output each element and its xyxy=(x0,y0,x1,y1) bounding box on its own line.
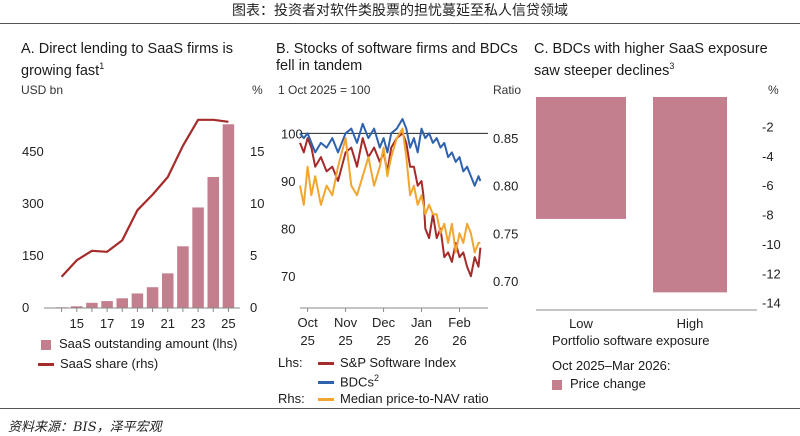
panel-b-chart: 70 80 90 100 0.70 0.75 0.80 0.85 Oct 25 Nov 25 Dec 25… xyxy=(281,118,518,348)
panel-b-legend-nav: Rhs: Median price-to-NAV ratio xyxy=(278,391,489,406)
panel-a-x-tick-label: 25 xyxy=(221,316,235,331)
panel-b-x-tick-year: 25 xyxy=(376,333,390,348)
panel-b-left-tick: 80 xyxy=(281,222,295,237)
panel-c-title: C. BDCs with higher SaaS exposure saw st… xyxy=(534,41,768,79)
panel-b-right-tick: 0.80 xyxy=(493,179,518,194)
panel-b-x-tick-year: 25 xyxy=(300,333,314,348)
panel-c-xlabel: Portfolio software exposure xyxy=(552,333,710,348)
panel-b-bdc-line xyxy=(299,118,482,187)
legend-swatch-bars xyxy=(41,339,51,350)
panel-b-legend-bdc: BDCs2 xyxy=(278,373,379,389)
panel-b-x-tick-month: Nov xyxy=(334,315,358,330)
panel-a-right-unit: % xyxy=(252,83,263,97)
panel-a-x-tick-label: 21 xyxy=(161,316,175,331)
panel-c-y-tick: -2 xyxy=(762,119,774,134)
panel-b-x-tick-year: 26 xyxy=(414,333,428,348)
top-rule xyxy=(0,23,800,24)
panel-c-y-tick: -8 xyxy=(762,208,774,223)
panel-a-bar xyxy=(207,176,220,308)
legend-swatch-bdc xyxy=(318,381,334,385)
legend-swatch-line xyxy=(38,363,54,367)
panel-a-legend-bars: SaaS outstanding amount (lhs) xyxy=(41,336,238,351)
panel-b-right-tick: 0.85 xyxy=(493,131,518,146)
figure-title: 图表：投资者对软件类股票的担忧蔓延至私人信贷领域 xyxy=(232,3,568,19)
bottom-rule xyxy=(0,408,800,409)
source-note: 资料来源：BIS，泽平宏观 xyxy=(8,420,162,435)
panel-c-legend-period: Oct 2025–Mar 2026: xyxy=(552,358,671,373)
panel-c-legend-item: Price change xyxy=(552,376,646,391)
panel-c-bar xyxy=(536,97,626,219)
legend-swatch-sp xyxy=(318,362,334,366)
panel-b-left-tick: 100 xyxy=(281,126,303,141)
panel-b-right-unit: Ratio xyxy=(493,83,522,97)
panel-c-chart: -2 -4 -6 -8 -10 -12 -14 Low High xyxy=(536,97,781,331)
panel-b-right-tick: 0.75 xyxy=(493,226,518,241)
panel-a-right-tick: 15 xyxy=(250,144,264,159)
panel-a-bar xyxy=(131,293,144,308)
panel-a-right-tick: 5 xyxy=(250,248,257,263)
panel-c-x-tick-label: Low xyxy=(569,316,593,331)
legend-swatch-price xyxy=(552,379,562,390)
panel-a-chart: 0 150 300 450 0 5 10 15 15 17 19 21 23 25 xyxy=(22,100,264,331)
panel-a-bar xyxy=(177,246,189,308)
panel-b-right-tick: 0.70 xyxy=(493,274,518,289)
panel-b-legend-sp: Lhs: S&P Software Index xyxy=(278,355,457,370)
panel-b-x-tick-month: Jan xyxy=(411,315,432,330)
panel-a-x-tick-label: 17 xyxy=(100,316,114,331)
panel-a-x-tick-label: 15 xyxy=(70,316,84,331)
legend-swatch-nav xyxy=(318,398,334,402)
panel-a-share-line xyxy=(60,118,229,278)
panel-b-x-tick-year: 25 xyxy=(338,333,352,348)
panel-a-left-tick: 0 xyxy=(22,300,29,315)
panel-b-x-tick-month: Oct xyxy=(297,315,318,330)
panel-a-x-tick-label: 19 xyxy=(130,316,144,331)
panel-c-y-tick: -14 xyxy=(762,296,781,311)
panel-b-x-tick-month: Feb xyxy=(448,315,470,330)
panel-a-left-tick: 150 xyxy=(22,248,44,263)
panel-a-bar xyxy=(146,287,159,308)
panel-c-y-tick: -6 xyxy=(762,178,774,193)
panel-a-bar xyxy=(222,124,235,309)
panel-b-left-tick: 70 xyxy=(281,269,295,284)
panel-a-x-tick-label: 23 xyxy=(191,316,205,331)
panel-c-y-tick: -12 xyxy=(762,266,781,281)
panel-c-bar xyxy=(653,97,727,293)
panel-a-right-tick: 10 xyxy=(250,196,264,211)
panel-c-y-tick: -10 xyxy=(762,237,781,252)
panel-c-x-tick-label: High xyxy=(677,316,704,331)
panel-a-bar xyxy=(116,298,129,308)
panel-a-bar xyxy=(161,273,174,308)
panel-b-sp-line xyxy=(299,132,482,278)
panel-a-left-tick: 450 xyxy=(22,144,44,159)
panel-c-y-tick: -4 xyxy=(762,149,774,164)
panel-b-x-tick-year: 26 xyxy=(452,333,466,348)
panel-a-left-unit: USD bn xyxy=(21,83,64,97)
panel-b-title: B. Stocks of software firms and BDCs fel… xyxy=(276,41,518,74)
panel-b-x-tick-month: Dec xyxy=(372,315,396,330)
panel-a-left-tick: 300 xyxy=(22,196,44,211)
panel-c-right-unit: % xyxy=(768,83,779,97)
panel-a-bar xyxy=(70,306,83,308)
panel-b-left-unit: 1 Oct 2025 = 100 xyxy=(278,83,371,97)
panel-b-left-tick: 90 xyxy=(281,174,295,189)
panel-a-right-tick: 0 xyxy=(250,300,257,315)
panel-a-bar xyxy=(101,301,113,308)
panel-a-bar xyxy=(192,207,204,308)
panel-a-legend-line: SaaS share (rhs) xyxy=(38,356,158,371)
panel-b-nav-line xyxy=(299,127,481,254)
panel-a-bar xyxy=(86,302,98,308)
panel-a-title: A. Direct lending to SaaS firms is growi… xyxy=(21,41,233,79)
